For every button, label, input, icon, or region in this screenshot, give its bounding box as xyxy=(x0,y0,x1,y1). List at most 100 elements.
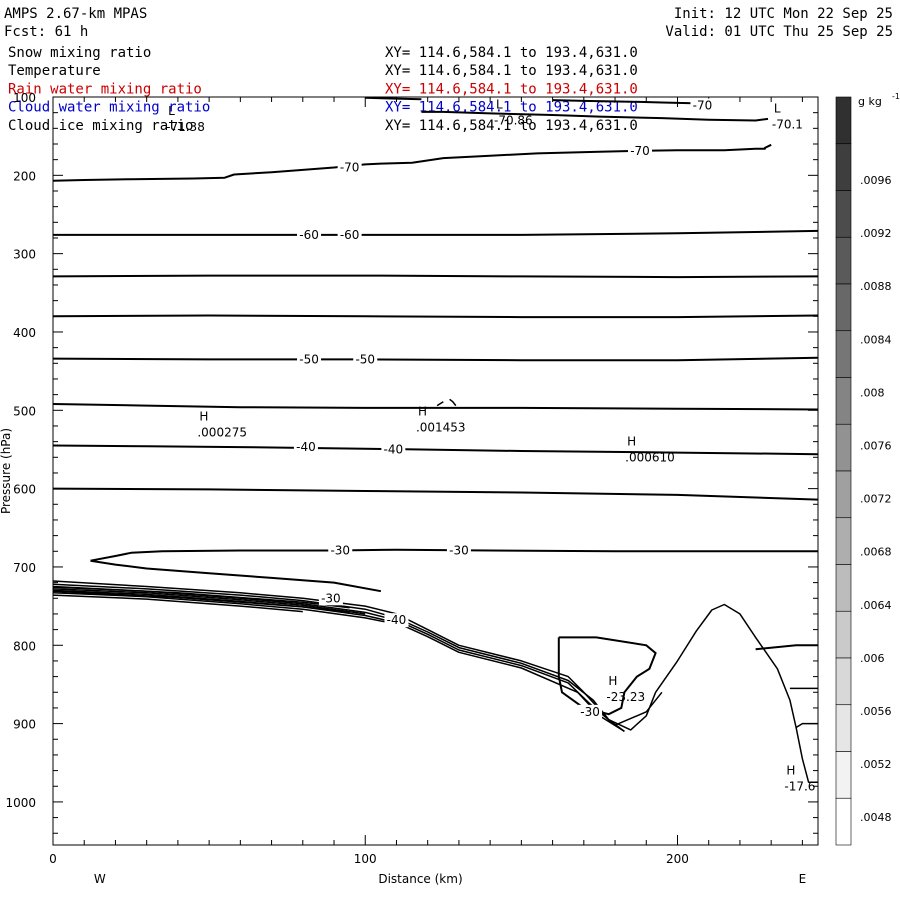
extremum-marker: H xyxy=(786,763,795,777)
contour-label: -50 xyxy=(355,352,375,366)
colorbar-swatch xyxy=(835,704,852,752)
contour-label: -70 xyxy=(340,160,360,174)
extremum-value: -17.6 xyxy=(784,779,815,793)
y-tick-label: 700 xyxy=(13,561,36,575)
contour-label-bg xyxy=(353,352,378,367)
contour-label: -40 xyxy=(387,613,407,627)
contour-label-bg xyxy=(381,442,406,457)
colorbar-swatch xyxy=(835,330,852,378)
colorbar-swatch xyxy=(835,190,852,238)
temperature-contour-line xyxy=(53,229,819,236)
x-west-label: W xyxy=(94,872,106,886)
y-tick-label: 1000 xyxy=(5,796,36,810)
terrain-line xyxy=(52,589,625,733)
terrain-contours xyxy=(52,580,818,784)
colorbar-swatch xyxy=(835,143,852,191)
field-xy-range: XY= 114.6,584.1 to 193.4,631.0 xyxy=(385,81,638,97)
contour-label-bg xyxy=(337,227,362,242)
axes-text: Pressure (hPa) Distance (km) W E xyxy=(0,428,806,886)
contour-label: -60 xyxy=(299,228,319,242)
closed-contour-line xyxy=(557,636,657,716)
extrema-annotations: H.000275H.001453H.000610H-23.23H-17.6L-7… xyxy=(166,98,815,794)
colorbar-swatch xyxy=(835,610,852,659)
extremum-value: -70.86 xyxy=(494,114,533,128)
contour-label: -30 xyxy=(330,543,350,557)
field-name: Temperature xyxy=(8,63,101,79)
colorbar-swatch xyxy=(835,236,852,285)
contour-label-bg xyxy=(628,144,653,159)
field-name: Snow mixing ratio xyxy=(8,45,151,61)
contour-label: -60 xyxy=(340,228,360,242)
colorbar-unit-exponent: -1 xyxy=(892,92,900,101)
colorbar-tick-label: .0052 xyxy=(860,758,892,771)
contour-label-bg xyxy=(297,227,322,242)
extremum-value: -71.38 xyxy=(166,120,205,134)
colorbar-tick-label: .0064 xyxy=(860,599,892,612)
colorbar-unit: g kg xyxy=(858,95,882,108)
temperature-contour-line xyxy=(90,559,382,593)
contour-label-bg xyxy=(384,613,409,628)
contour-label: -70 xyxy=(693,99,713,113)
temperature-contour-line xyxy=(52,274,819,279)
y-tick-label: 500 xyxy=(13,404,36,418)
field-legend: Snow mixing ratio XY= 114.6,584.1 to 193.… xyxy=(8,45,638,134)
extremum-value: .001453 xyxy=(416,421,466,435)
colorbar-tick-label: .006 xyxy=(860,652,885,665)
contour-label: -70 xyxy=(630,144,650,158)
colorbar-swatch xyxy=(835,423,852,472)
colorbar-swatch xyxy=(835,377,852,425)
contour-label-bg xyxy=(690,98,715,113)
contour-label-bg xyxy=(297,352,322,367)
extremum-marker: H xyxy=(608,674,617,688)
model-title: AMPS 2.67-km MPAS xyxy=(4,6,147,22)
colorbar-swatch xyxy=(835,283,852,332)
y-tick-label: 200 xyxy=(13,169,36,183)
temperature-contour-line xyxy=(52,444,819,456)
colorbar-tick-label: .0048 xyxy=(860,811,892,824)
colorbar-swatch xyxy=(835,96,852,145)
x-tick-label: 200 xyxy=(666,852,689,866)
temperature-contour-line xyxy=(52,143,772,182)
terrain-line xyxy=(52,592,397,625)
small-contour-line xyxy=(449,398,457,407)
colorbar-tick-label: .0056 xyxy=(860,705,892,718)
contour-label: -30 xyxy=(580,705,600,719)
colorbar-swatch xyxy=(835,470,852,519)
field-xy-range: XY= 114.6,584.1 to 193.4,631.0 xyxy=(385,63,638,79)
colorbar-swatch xyxy=(835,797,852,846)
contour-label-bg xyxy=(293,440,318,455)
colorbar-tick-label: .0068 xyxy=(860,546,892,559)
extremum-value: .000610 xyxy=(625,450,675,464)
temperature-contour-line xyxy=(52,314,819,319)
colorbar: .0096 .0092 .0088 .0084 .008 .0076 .0072 .0068.… xyxy=(835,92,900,846)
colorbar-tick-label: .0084 xyxy=(860,333,892,346)
extremum-value: .000275 xyxy=(197,425,247,439)
x-axis-label: Distance (km) xyxy=(378,872,462,886)
colorbar-tick-label: .0072 xyxy=(860,493,892,506)
colorbar-swatch xyxy=(835,564,852,612)
temperature-contour-line xyxy=(365,96,422,101)
field-name: Cloud water mixing ratio xyxy=(8,100,210,116)
temperature-contour-line xyxy=(52,403,819,411)
y-axis-label: Pressure (hPa) xyxy=(0,428,13,514)
contour-label-bg xyxy=(578,704,603,719)
temperature-contours xyxy=(52,96,819,716)
x-tick-label: 100 xyxy=(354,852,377,866)
extremum-value: -23.23 xyxy=(606,690,645,704)
colorbar-swatch xyxy=(835,657,852,706)
extremum-marker: L xyxy=(774,102,781,116)
extremum-marker: L xyxy=(496,98,503,112)
colorbar-tick-label: .008 xyxy=(860,386,885,399)
colorbar-swatch xyxy=(835,517,852,565)
contour-label-bg xyxy=(337,160,362,175)
terrain-line xyxy=(52,588,366,615)
x-east-label: E xyxy=(799,872,807,886)
temperature-contour-line xyxy=(90,548,818,562)
colorbar-tick-label: .0076 xyxy=(860,440,892,453)
valid-time: Valid: 01 UTC Thu 25 Sep 25 xyxy=(665,24,893,40)
terrain-line xyxy=(52,594,303,613)
terrain-line xyxy=(795,722,818,729)
contour-label: -50 xyxy=(299,352,319,366)
